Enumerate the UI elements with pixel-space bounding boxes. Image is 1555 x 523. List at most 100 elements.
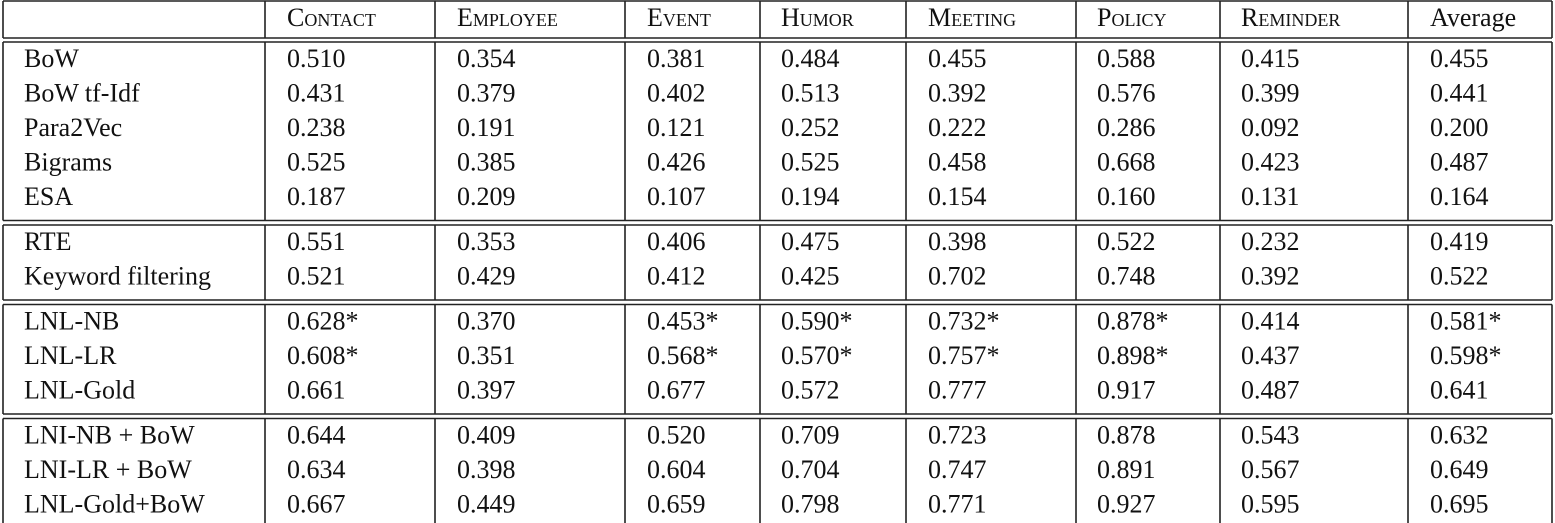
row-label: LNL-Gold+BoW <box>24 489 205 518</box>
cell: 0.644 <box>287 420 346 449</box>
cell: 0.409 <box>457 420 516 449</box>
cell: 0.598* <box>1430 341 1502 370</box>
header-cell: Humor <box>781 3 854 32</box>
cell: 0.209 <box>457 182 516 211</box>
cell: 0.661 <box>287 375 346 404</box>
cell: 0.522 <box>1097 227 1156 256</box>
cell: 0.286 <box>1097 113 1156 142</box>
cell: 0.419 <box>1430 227 1489 256</box>
cell: 0.449 <box>457 489 516 518</box>
cell: 0.402 <box>647 78 706 107</box>
cell: 0.608* <box>287 341 359 370</box>
cell: 0.187 <box>287 182 346 211</box>
cell: 0.398 <box>457 455 516 484</box>
cell: 0.520 <box>647 420 706 449</box>
cell: 0.570* <box>781 341 853 370</box>
cell: 0.487 <box>1241 375 1300 404</box>
cell: 0.891 <box>1097 455 1156 484</box>
cell: 0.429 <box>457 261 516 290</box>
row-label: Keyword filtering <box>24 261 211 290</box>
cell: 0.381 <box>647 44 706 73</box>
cell: 0.581* <box>1430 306 1502 335</box>
cell: 0.399 <box>1241 78 1300 107</box>
cell: 0.878* <box>1097 306 1169 335</box>
cell: 0.222 <box>928 113 987 142</box>
row-label: LNL-Gold <box>24 375 135 404</box>
cell: 0.415 <box>1241 44 1300 73</box>
cell: 0.238 <box>287 113 346 142</box>
cell: 0.898* <box>1097 341 1169 370</box>
cell: 0.649 <box>1430 455 1489 484</box>
cell: 0.567 <box>1241 455 1300 484</box>
cell: 0.695 <box>1430 489 1489 518</box>
header-cell: Event <box>647 3 711 32</box>
cell: 0.121 <box>647 113 706 142</box>
cell: 0.677 <box>647 375 706 404</box>
cell: 0.632 <box>1430 420 1489 449</box>
cell: 0.455 <box>1430 44 1489 73</box>
cell: 0.513 <box>781 78 840 107</box>
cell: 0.487 <box>1430 147 1489 176</box>
cell: 0.917 <box>1097 375 1156 404</box>
row-label: Bigrams <box>24 147 112 176</box>
row-label: LNL-LR <box>24 341 117 370</box>
cell: 0.723 <box>928 420 987 449</box>
row-label: BoW tf-Idf <box>24 78 140 107</box>
cell: 0.475 <box>781 227 840 256</box>
cell: 0.747 <box>928 455 987 484</box>
cell: 0.458 <box>928 147 987 176</box>
cell: 0.425 <box>781 261 840 290</box>
cell: 0.668 <box>1097 147 1156 176</box>
cell: 0.398 <box>928 227 987 256</box>
cell: 0.525 <box>287 147 346 176</box>
cell: 0.232 <box>1241 227 1300 256</box>
cell: 0.406 <box>647 227 706 256</box>
cell: 0.351 <box>457 341 516 370</box>
cell: 0.588 <box>1097 44 1156 73</box>
cell: 0.702 <box>928 261 987 290</box>
row-label: BoW <box>24 44 79 73</box>
cell: 0.667 <box>287 489 346 518</box>
cell: 0.092 <box>1241 113 1300 142</box>
cell: 0.521 <box>287 261 346 290</box>
header-cell: Policy <box>1097 3 1166 32</box>
cell: 0.194 <box>781 182 840 211</box>
cell: 0.412 <box>647 261 706 290</box>
cell: 0.927 <box>1097 489 1156 518</box>
cell: 0.441 <box>1430 78 1489 107</box>
cell: 0.604 <box>647 455 706 484</box>
cell: 0.595 <box>1241 489 1300 518</box>
cell: 0.379 <box>457 78 516 107</box>
cell: 0.107 <box>647 182 706 211</box>
cell: 0.510 <box>287 44 346 73</box>
cell: 0.154 <box>928 182 987 211</box>
header-cell: Meeting <box>928 3 1016 32</box>
cell: 0.426 <box>647 147 706 176</box>
cell: 0.370 <box>457 306 516 335</box>
cell: 0.798 <box>781 489 840 518</box>
cell: 0.709 <box>781 420 840 449</box>
cell: 0.423 <box>1241 147 1300 176</box>
cell: 0.160 <box>1097 182 1156 211</box>
cell: 0.641 <box>1430 375 1489 404</box>
cell: 0.354 <box>457 44 516 73</box>
row-label: LNL-NB <box>24 306 119 335</box>
cell: 0.522 <box>1430 261 1489 290</box>
row-label: ESA <box>24 182 73 211</box>
cell: 0.576 <box>1097 78 1156 107</box>
row-label: LNI-LR + BoW <box>24 455 192 484</box>
cell: 0.484 <box>781 44 840 73</box>
header-cell: Reminder <box>1241 3 1340 32</box>
cell: 0.392 <box>1241 261 1300 290</box>
cell: 0.732* <box>928 306 1000 335</box>
cell: 0.431 <box>287 78 346 107</box>
cell: 0.353 <box>457 227 516 256</box>
cell: 0.414 <box>1241 306 1300 335</box>
cell: 0.590* <box>781 306 853 335</box>
cell: 0.634 <box>287 455 346 484</box>
cell: 0.757* <box>928 341 1000 370</box>
cell: 0.131 <box>1241 182 1300 211</box>
row-label: RTE <box>24 227 72 256</box>
